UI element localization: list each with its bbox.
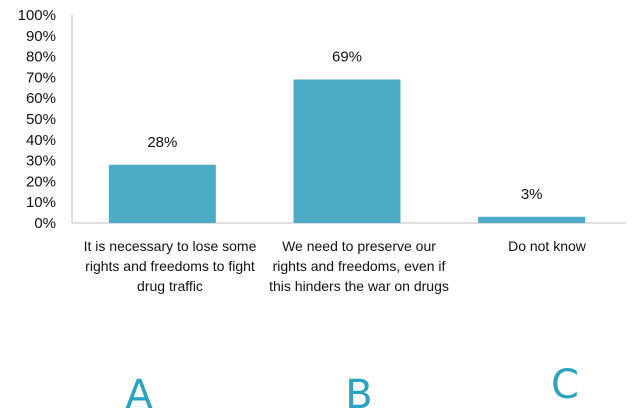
y-axis: 0% 10% 20% 30% 40% 50% 60% 70% 80% 90% 100% — [18, 7, 56, 232]
y-tick-label: 90% — [26, 28, 56, 45]
y-tick-label: 70% — [26, 69, 56, 86]
y-tick-label: 80% — [26, 49, 56, 66]
bar-b — [293, 79, 401, 223]
data-label-a: 28% — [147, 134, 177, 151]
data-labels: 28% 69% 3% — [147, 48, 542, 202]
data-label-c: 3% — [521, 186, 543, 203]
bars — [108, 79, 586, 223]
bar-c — [478, 216, 586, 223]
bar-a — [108, 164, 216, 223]
y-tick-label: 40% — [26, 132, 56, 149]
category-label-c: Do not know — [508, 238, 586, 254]
y-tick-label: 10% — [26, 194, 56, 211]
letter-b: B — [345, 372, 373, 418]
y-tick-label: 30% — [26, 153, 56, 170]
category-label-a: It is necessary to lose some rights and … — [83, 238, 257, 294]
y-tick-label: 50% — [26, 111, 56, 128]
y-tick-label: 100% — [18, 7, 56, 24]
letter-a: A — [125, 372, 153, 418]
data-label-b: 69% — [332, 48, 362, 65]
y-tick-label: 20% — [26, 173, 56, 190]
category-label-b: We need to preserve our rights and freed… — [269, 238, 449, 294]
y-tick-label: 0% — [34, 215, 56, 232]
y-tick-label: 60% — [26, 90, 56, 107]
letter-c: C — [551, 362, 579, 408]
